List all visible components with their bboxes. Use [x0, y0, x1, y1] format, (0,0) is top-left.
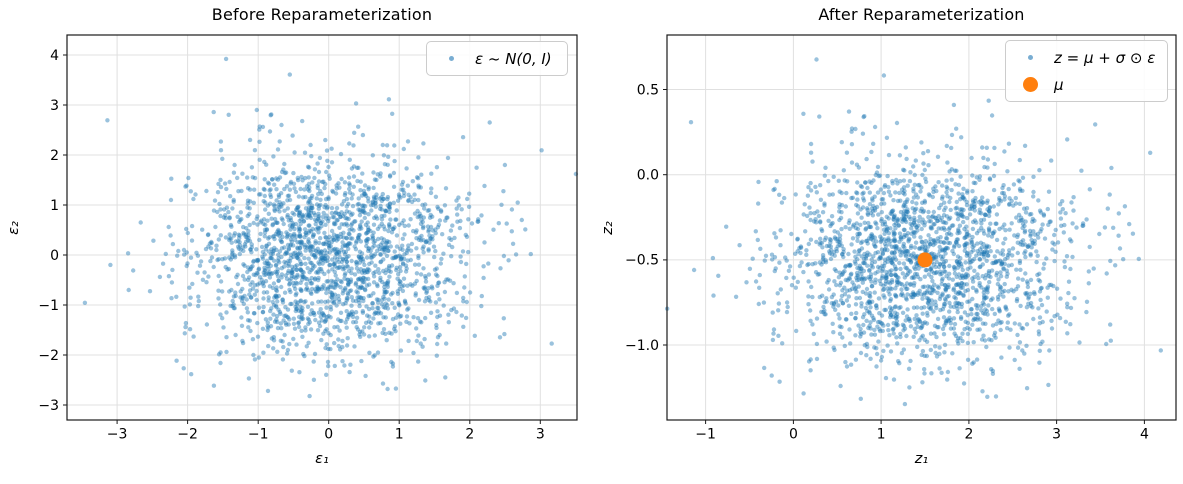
svg-text:−3: −3	[38, 398, 59, 414]
panel-before-ylabel: ε₂	[6, 221, 22, 235]
legend-entry-mu: μ	[1006, 71, 1157, 98]
svg-text:4: 4	[1140, 427, 1149, 443]
legend-entry-epsilon: ε ~ N(0, I)	[427, 45, 557, 72]
ticks-before	[63, 54, 541, 424]
svg-text:−1: −1	[248, 427, 269, 443]
svg-text:1: 1	[50, 198, 59, 214]
svg-text:3: 3	[50, 98, 59, 114]
svg-text:0: 0	[50, 248, 59, 264]
svg-text:0: 0	[324, 427, 333, 443]
ticks-after	[663, 89, 1145, 424]
panel-after-ylabel: z₂	[600, 221, 616, 235]
legend-marker-cell	[1006, 77, 1054, 92]
svg-text:−1: −1	[695, 427, 716, 443]
svg-text:2: 2	[465, 427, 474, 443]
tick-labels-before: −3 −2 −1 0 1 2 3 −3 −2 −1 0 1 2 3 4	[38, 48, 544, 443]
orange-mu-marker-icon	[1022, 77, 1038, 92]
svg-text:4: 4	[50, 48, 59, 64]
svg-text:−2: −2	[177, 427, 198, 443]
svg-text:−1: −1	[38, 298, 59, 314]
legend-entry-z: z = μ + σ ⊙ ε	[1006, 44, 1157, 71]
mu-point	[917, 252, 933, 268]
svg-text:2: 2	[50, 148, 59, 164]
svg-text:−2: −2	[38, 348, 59, 364]
legend-marker-cell	[427, 56, 475, 61]
blue-scatter-marker-icon	[1027, 55, 1033, 60]
axes-spines-after	[666, 34, 1177, 421]
panel-after-legend: z = μ + σ ⊙ ε μ	[1005, 40, 1168, 102]
panel-after-title: After Reparameterization	[818, 5, 1025, 24]
panel-before-legend: ε ~ N(0, I)	[426, 41, 568, 76]
svg-text:−0.5: −0.5	[625, 253, 659, 269]
tick-labels-after: −1 0 1 2 3 4 −1.0 −0.5 0.0 0.5	[625, 82, 1149, 442]
legend-label-epsilon: ε ~ N(0, I)	[475, 49, 552, 68]
svg-text:3: 3	[536, 427, 545, 443]
svg-text:0.5: 0.5	[637, 82, 659, 98]
legend-marker-cell	[1006, 55, 1054, 60]
svg-text:3: 3	[1052, 427, 1061, 443]
legend-label-z: z = μ + σ ⊙ ε	[1054, 48, 1156, 67]
axes-spines-before	[66, 34, 578, 421]
panel-before-title: Before Reparameterization	[211, 5, 433, 24]
epsilon-samples	[82, 56, 579, 399]
svg-text:0.0: 0.0	[637, 167, 659, 183]
svg-text:−1.0: −1.0	[625, 338, 659, 354]
grid-before	[67, 35, 577, 420]
legend-label-mu: μ	[1054, 75, 1064, 94]
panel-before-xlabel: ε₁	[315, 451, 329, 467]
z-samples	[665, 57, 1164, 407]
svg-text:1: 1	[395, 427, 404, 443]
blue-scatter-marker-icon	[448, 56, 454, 61]
panel-after-xlabel: z₁	[914, 451, 929, 467]
svg-text:−3: −3	[107, 427, 128, 443]
svg-text:1: 1	[877, 427, 886, 443]
svg-text:2: 2	[964, 427, 973, 443]
svg-text:0: 0	[789, 427, 798, 443]
